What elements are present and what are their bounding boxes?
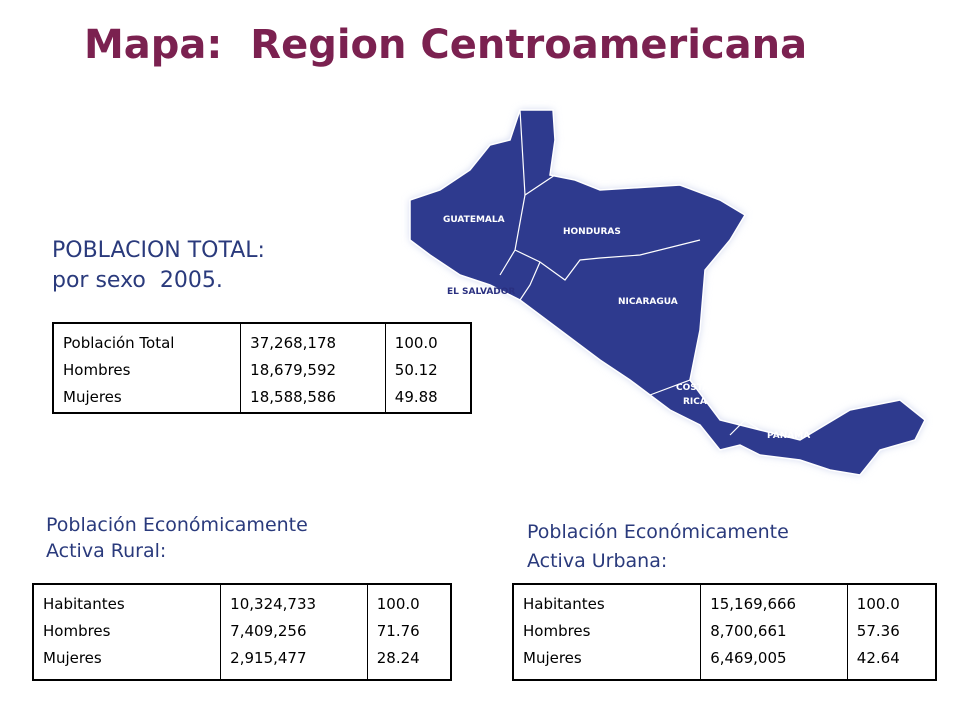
map-label: GUATEMALA xyxy=(443,215,505,225)
table-column: 100.0 57.36 42.64 xyxy=(846,585,935,679)
borders xyxy=(499,109,761,436)
heading-line: POBLACION TOTAL: xyxy=(52,238,265,263)
table-cell: Habitantes xyxy=(523,595,605,613)
data-table: Habitantes Hombres Mujeres 10,324,733 7,409,… xyxy=(32,583,452,681)
table-cell: Mujeres xyxy=(523,649,582,667)
map-label: PANAMA xyxy=(767,431,810,441)
section-heading: POBLACION TOTAL: por sexo 2005. xyxy=(52,236,265,296)
table-cell: 15,169,666 xyxy=(710,595,797,613)
table-cell: 10,324,733 xyxy=(230,595,317,613)
table-cell: 28.24 xyxy=(376,649,420,667)
map-label: HONDURAS xyxy=(563,227,621,237)
heading-line: por sexo 2005. xyxy=(52,268,223,293)
table-cell: Hombres xyxy=(43,622,111,640)
table-cell: Mujeres xyxy=(43,649,102,667)
slide-title: Mapa: Region Centroamericana xyxy=(84,22,808,68)
data-table: Habitantes Hombres Mujeres 15,169,666 8,700,… xyxy=(512,583,937,681)
map-label: NICARAGUA xyxy=(618,297,678,307)
table-cell: 7,409,256 xyxy=(230,622,307,640)
table-cell: 49.88 xyxy=(394,388,438,406)
table-cell: 50.12 xyxy=(394,361,438,379)
table-column: 15,169,666 8,700,661 6,469,005 xyxy=(700,585,847,679)
table-column: 100.0 71.76 28.24 xyxy=(366,585,450,679)
table-column: 37,268,178 18,679,592 18,588,586 xyxy=(240,324,385,412)
table-cell: 6,469,005 xyxy=(710,649,787,667)
table-cell: 8,700,661 xyxy=(710,622,787,640)
heading-line: Población Económicamente xyxy=(527,521,789,543)
map-label: BELIZE xyxy=(560,151,595,161)
table-cell: 100.0 xyxy=(856,595,900,613)
section-heading: Población Económicamente Activa Urbana: xyxy=(527,518,789,576)
table-cell: 100.0 xyxy=(376,595,420,613)
table-cell: Mujeres xyxy=(63,388,122,406)
table-cell: 18,679,592 xyxy=(250,361,337,379)
table-cell: Población Total xyxy=(63,334,175,352)
table-cell: 71.76 xyxy=(376,622,420,640)
map-label: RICA xyxy=(683,397,707,407)
table-column: 10,324,733 7,409,256 2,915,477 xyxy=(220,585,367,679)
table-cell: 42.64 xyxy=(856,649,900,667)
map-label: COSTA xyxy=(676,383,709,393)
table-column: Habitantes Hombres Mujeres xyxy=(34,585,220,679)
table-cell: 2,915,477 xyxy=(230,649,307,667)
data-table: Población Total Hombres Mujeres 37,268,178 1… xyxy=(52,322,472,414)
table-cell: 57.36 xyxy=(856,622,900,640)
table-column: 100.0 50.12 49.88 xyxy=(384,324,470,412)
table-cell: Hombres xyxy=(63,361,131,379)
table-cell: Hombres xyxy=(523,622,591,640)
table-cell: 18,588,586 xyxy=(250,388,337,406)
map-shape xyxy=(409,109,926,476)
map-label: EL SALVADOR xyxy=(447,287,515,297)
table-cell: 37,268,178 xyxy=(250,334,337,352)
heading-line: Activa Urbana: xyxy=(527,550,668,572)
table-cell: 100.0 xyxy=(394,334,438,352)
heading-line: Activa Rural: xyxy=(46,540,167,562)
heading-line: Población Económicamente xyxy=(46,514,308,536)
table-column: Población Total Hombres Mujeres xyxy=(54,324,240,412)
table-cell: Habitantes xyxy=(43,595,125,613)
section-heading: Población Económicamente Activa Rural: xyxy=(46,512,308,564)
table-column: Habitantes Hombres Mujeres xyxy=(514,585,700,679)
